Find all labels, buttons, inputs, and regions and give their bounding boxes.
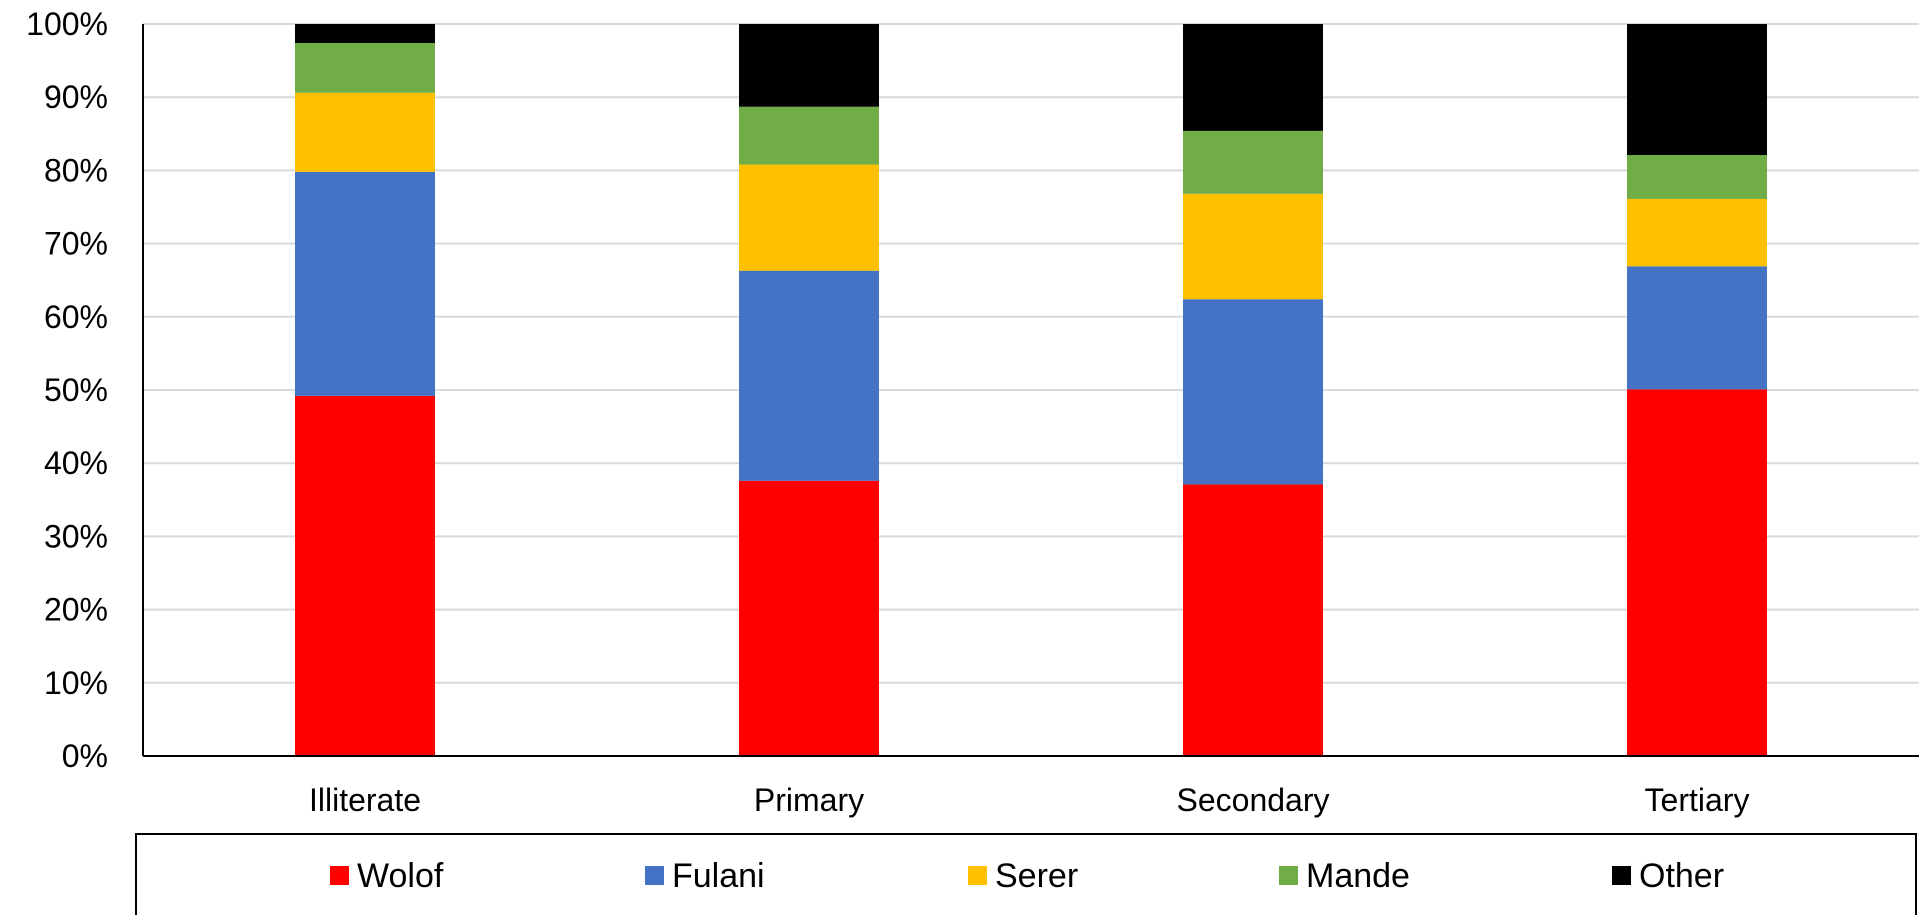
gridlines [143,23,1919,684]
legend-label-serer: Serer [995,857,1078,895]
bar-segment-mande-secondary [1183,130,1323,194]
legend-swatch-fulani [645,866,664,885]
y-tick-label: 30% [44,518,108,554]
x-tick-label: Tertiary [1645,782,1750,818]
y-tick-label: 20% [44,592,108,628]
bar-segment-wolof-primary [739,480,879,756]
legend-swatch-wolof [330,866,349,885]
bar-segment-serer-primary [739,164,879,271]
y-axis-tick-labels: 0% 10% 20% 30% 40% 50% 60% 70% 80% 90% 100% [26,6,108,774]
bar-segment-mande-tertiary [1627,155,1767,199]
legend-box [135,833,1917,915]
y-tick-label: 10% [44,665,108,701]
legend-label-other: Other [1639,857,1724,895]
y-tick-label: 90% [44,79,108,115]
bar-segment-wolof-tertiary [1627,389,1767,756]
bar-segment-other-tertiary [1627,24,1767,156]
y-tick-label: 0% [62,738,108,774]
y-tick-label: 50% [44,372,108,408]
bar-segment-other-primary [739,24,879,107]
legend-label-mande: Mande [1306,857,1410,895]
y-tick-label: 60% [44,299,108,335]
x-tick-label: Illiterate [309,782,421,818]
legend-swatch-mande [1279,866,1298,885]
legend-label-wolof: Wolof [357,857,444,895]
bar-segment-serer-secondary [1183,193,1323,300]
bar-segment-serer-tertiary [1627,198,1767,267]
bar-segment-mande-primary [739,106,879,165]
y-tick-label: 40% [44,445,108,481]
bars [295,24,1767,756]
y-tick-label: 70% [44,226,108,262]
legend-swatch-other [1612,866,1631,885]
bar-segment-fulani-tertiary [1627,266,1767,390]
bar-segment-other-illiterate [295,24,435,44]
legend: Wolof Fulani Serer Mande Other [330,857,1724,895]
y-tick-label: 100% [26,6,108,42]
x-axis-tick-labels: Illiterate Primary Secondary Tertiary [309,782,1749,818]
bar-segment-serer-illiterate [295,92,435,172]
bar-segment-wolof-illiterate [295,395,435,756]
x-tick-label: Primary [754,782,864,818]
legend-label-fulani: Fulani [672,857,765,895]
bar-segment-mande-illiterate [295,43,435,93]
bar-segment-fulani-illiterate [295,171,435,396]
x-tick-label: Secondary [1177,782,1330,818]
y-tick-label: 80% [44,152,108,188]
legend-swatch-serer [968,866,987,885]
bar-segment-other-secondary [1183,24,1323,131]
bar-segment-fulani-secondary [1183,299,1323,485]
bar-segment-fulani-primary [739,270,879,481]
bar-segment-wolof-secondary [1183,484,1323,756]
